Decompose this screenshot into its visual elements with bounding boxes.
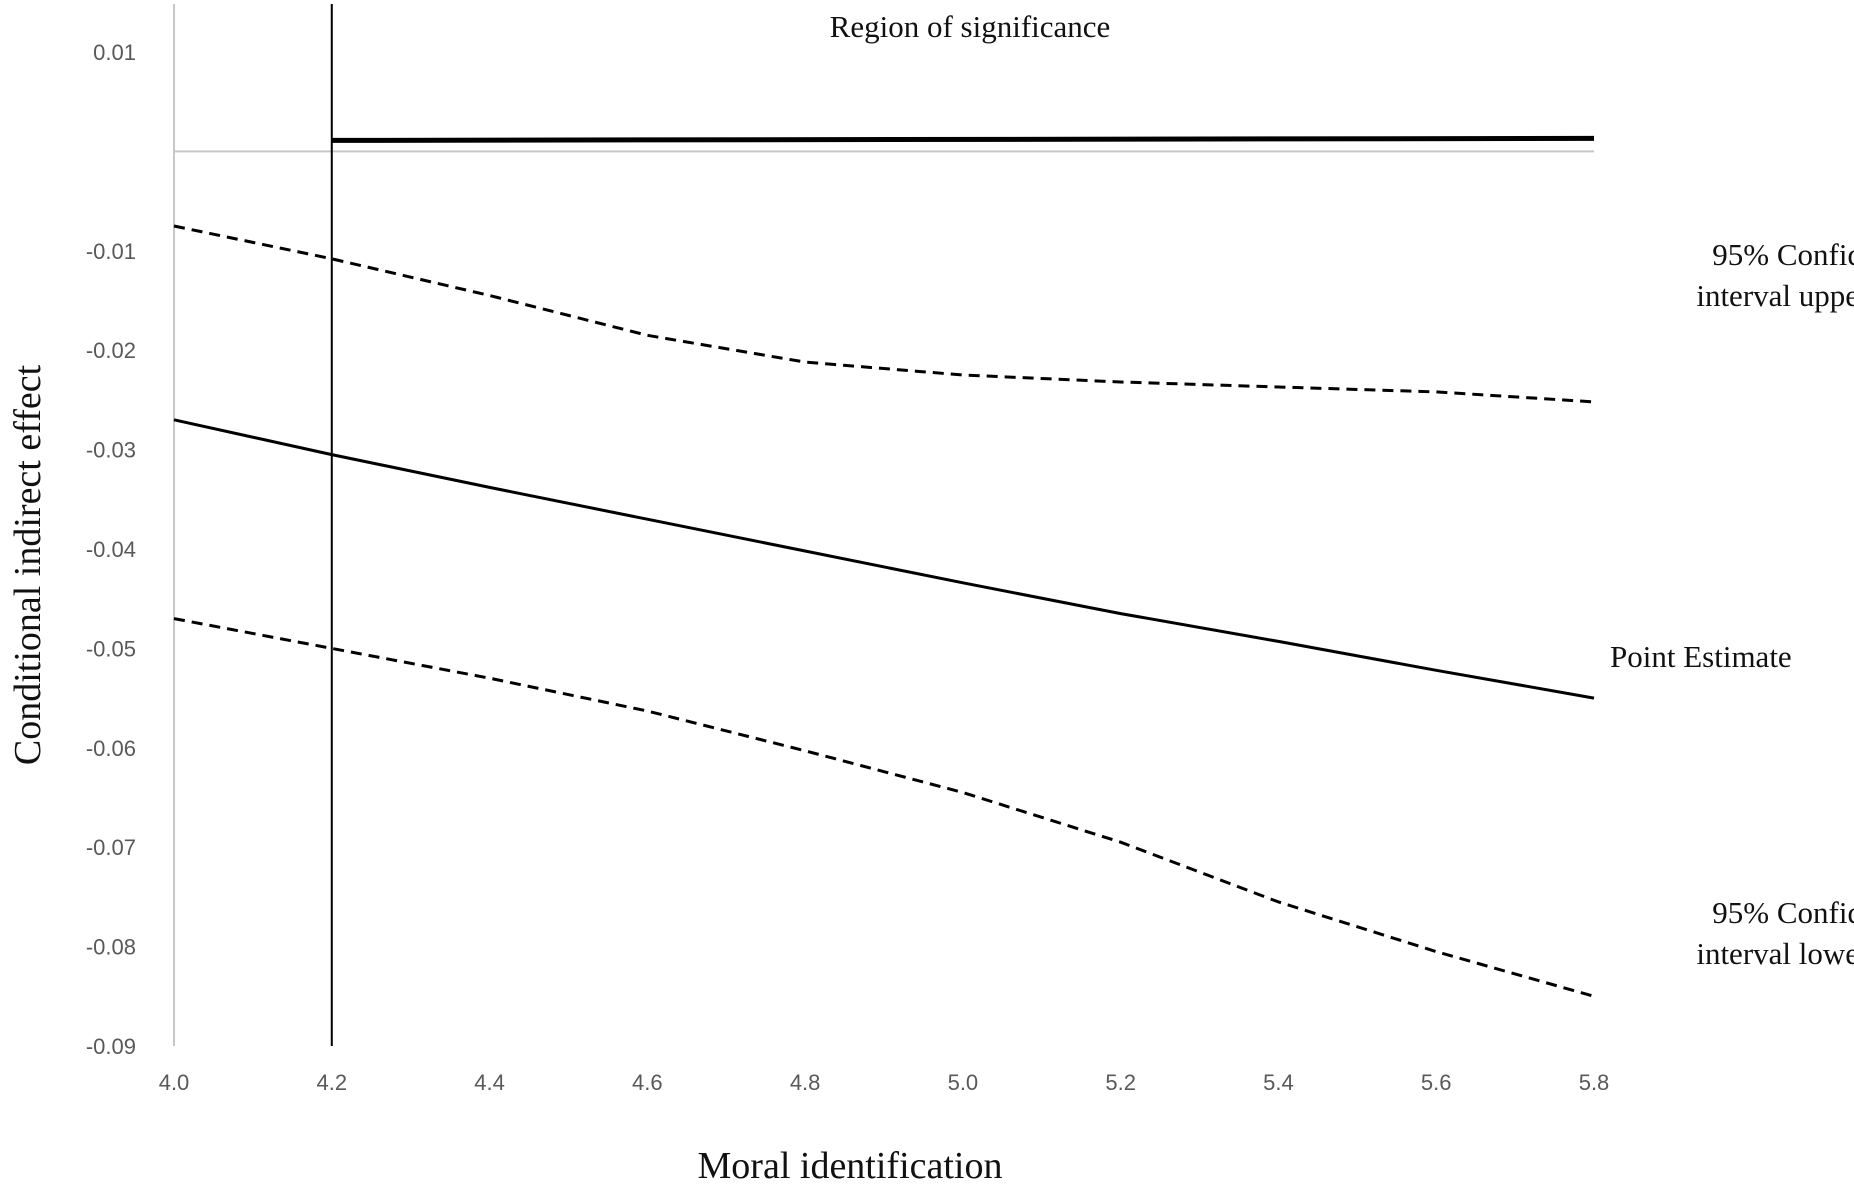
series-lines (173, 224, 1595, 998)
point-estimate-line (173, 418, 1595, 700)
x-axis-title: Moral identification (698, 1145, 1003, 1187)
x-tick-label: 4.4 (474, 1070, 505, 1095)
region-of-significance-label: Region of significance (830, 9, 1111, 44)
y-tick-label: -0.06 (86, 736, 136, 761)
lower-limit-label-line1: 95% Confidence (1712, 895, 1854, 930)
x-tick-label: 4.8 (790, 1070, 821, 1095)
y-tick-label: 0.01 (93, 40, 136, 65)
y-tick-label: -0.07 (86, 835, 136, 860)
upper-limit-label-line2: interval upper limit (1696, 278, 1854, 313)
y-tick-label: -0.08 (86, 935, 136, 960)
x-tick-label: 4.2 (316, 1070, 347, 1095)
upper-limit-label-line1: 95% Confidence (1712, 237, 1854, 272)
x-tick-label: 4.6 (632, 1070, 663, 1095)
region-of-significance-bar (331, 135, 1595, 143)
ci-lower-limit-line (173, 617, 1595, 998)
point-estimate-label: Point Estimate (1610, 639, 1792, 674)
y-tick-label: -0.04 (86, 537, 136, 562)
x-tick-label: 5.8 (1579, 1070, 1610, 1095)
tick-labels: 0.01 -0.01 -0.02 -0.03 -0.04 -0.05 -0.06 -0.07 -… (86, 40, 1609, 1095)
y-tick-label: -0.05 (86, 636, 136, 661)
lower-limit-label-line2: interval lower limit (1696, 936, 1854, 971)
x-tick-label: 5.2 (1105, 1070, 1136, 1095)
x-tick-label: 5.6 (1421, 1070, 1452, 1095)
axes (173, 4, 1595, 1046)
y-tick-label: -0.09 (86, 1034, 136, 1059)
y-tick-label: -0.02 (86, 338, 136, 363)
x-tick-label: 4.0 (159, 1070, 190, 1095)
x-tick-label: 5.0 (948, 1070, 979, 1095)
x-tick-label: 5.4 (1263, 1070, 1294, 1095)
y-tick-label: -0.03 (86, 438, 136, 463)
y-axis-title: Conditional indirect effect (7, 364, 49, 765)
y-tick-label: -0.01 (86, 239, 136, 264)
ci-upper-limit-line (173, 224, 1595, 404)
